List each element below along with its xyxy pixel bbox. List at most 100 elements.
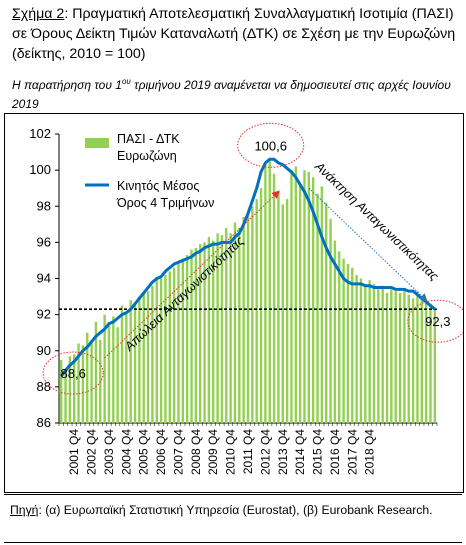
legend-bar-swatch: [85, 138, 109, 148]
bar: [225, 227, 228, 423]
bar: [177, 262, 180, 423]
bar: [294, 166, 297, 423]
bar: [303, 170, 306, 423]
legend-bar-label-line1: ΠΑΣΙ - ΔΤΚ: [117, 132, 180, 146]
x-tick-label: 2002 Q4: [85, 429, 99, 475]
x-tick-label: 2004 Q4: [119, 429, 133, 475]
bar: [86, 332, 89, 423]
y-tick-label: 88: [37, 379, 51, 394]
bar: [333, 240, 337, 423]
bar: [385, 292, 389, 423]
x-tick-label: 2018 Q4: [363, 429, 377, 475]
bar: [151, 285, 154, 423]
x-tick-label: 2009 Q4: [206, 429, 220, 475]
bar: [90, 339, 93, 423]
end-value-label: 92,3: [425, 314, 450, 329]
bar: [320, 186, 324, 423]
x-tick-label: 2006 Q4: [154, 429, 168, 475]
y-tick-label: 98: [37, 198, 51, 213]
bar: [325, 202, 328, 423]
bar: [172, 267, 176, 423]
x-tick-label: 2003 Q4: [102, 429, 116, 475]
note-before: Η παρατήρηση του 1: [12, 78, 122, 92]
bar: [351, 267, 354, 423]
end-value-circle: [407, 299, 463, 343]
title-text: : Πραγματική Αποτελεσματική Συναλλαγματι…: [12, 6, 456, 62]
bar: [59, 359, 63, 423]
legend-bar-label-line2: Ευρωζώνη: [117, 149, 177, 163]
bar: [116, 327, 119, 423]
bar: [377, 289, 380, 423]
bar: [372, 283, 376, 423]
bar: [81, 345, 85, 423]
peak-value-circle: [237, 122, 305, 168]
bar: [251, 206, 254, 423]
source-text: : (α) Ευρωπαϊκή Στατιστική Υπηρεσία (Eur…: [38, 503, 433, 517]
bar: [94, 321, 98, 423]
bar: [359, 278, 363, 423]
bar: [155, 278, 158, 423]
x-tick-label: 2013 Q4: [276, 429, 290, 475]
legend-line-label-line1: Κινητός Μέσος: [117, 179, 199, 193]
source-label: Πηγή: [10, 503, 39, 517]
bar: [207, 236, 211, 423]
bar: [433, 309, 437, 423]
x-tick-label: 2001 Q4: [67, 429, 81, 475]
bar: [159, 278, 163, 423]
bar: [420, 296, 423, 423]
x-tick-label: 2017 Q4: [345, 429, 359, 475]
bar: [316, 193, 319, 423]
note-superscript: ου: [121, 77, 131, 86]
x-tick-label: 2011 Q4: [241, 429, 255, 474]
y-tick-label: 96: [37, 234, 51, 249]
x-tick-label: 2007 Q4: [171, 429, 185, 475]
bar: [364, 285, 367, 423]
bar: [164, 274, 167, 423]
y-tick-label: 94: [37, 271, 51, 286]
bar: [342, 258, 345, 423]
bar: [394, 291, 397, 423]
bar: [103, 314, 106, 423]
bar: [416, 291, 419, 423]
start-value-label: 88,6: [61, 366, 86, 381]
x-tick-label: 2010 Q4: [224, 429, 238, 475]
bar: [381, 285, 384, 423]
bar: [290, 170, 293, 423]
figure-label: Σχήμα 2: [12, 6, 65, 22]
bar: [281, 204, 284, 423]
bar: [411, 298, 415, 423]
bar: [133, 303, 137, 423]
bar: [233, 222, 237, 423]
bar: [264, 162, 267, 423]
bar: [168, 271, 171, 423]
bar: [329, 218, 332, 423]
bar: [64, 368, 67, 423]
publication-note: Η παρατήρηση του 1ου τριμήνου 2019 αναμέ…: [12, 72, 458, 114]
bar: [238, 227, 241, 423]
bar: [368, 280, 371, 423]
x-tick-label: 2014 Q4: [293, 429, 307, 475]
chart-canvas: 86 88 90 92 94 96 98 100 102 2001 Q4 2002 Q4 2003 Q…: [29, 122, 463, 475]
bar: [112, 316, 115, 423]
bar: [424, 300, 428, 423]
x-tick-label: 2012 Q4: [258, 429, 272, 475]
bar: [125, 314, 128, 423]
bar: [190, 249, 193, 423]
bar: [142, 292, 145, 423]
bar: [129, 300, 132, 423]
chart-title: Σχήμα 2: Πραγματική Αποτελεσματική Συναλ…: [12, 4, 458, 64]
bar: [203, 242, 206, 423]
y-tick-label: 86: [37, 415, 51, 430]
bar: [311, 177, 315, 423]
peak-value-label: 100,6: [254, 138, 287, 153]
source-top-rule: [4, 494, 462, 495]
bar: [407, 294, 410, 423]
bar: [307, 171, 311, 423]
x-tick-label: 2008 Q4: [189, 429, 203, 475]
bar: [229, 233, 232, 423]
bar: [185, 255, 189, 423]
x-tick-label: 2005 Q4: [137, 429, 151, 475]
bar: [138, 296, 141, 423]
bar: [220, 235, 224, 423]
y-tick-label: 92: [37, 307, 51, 322]
